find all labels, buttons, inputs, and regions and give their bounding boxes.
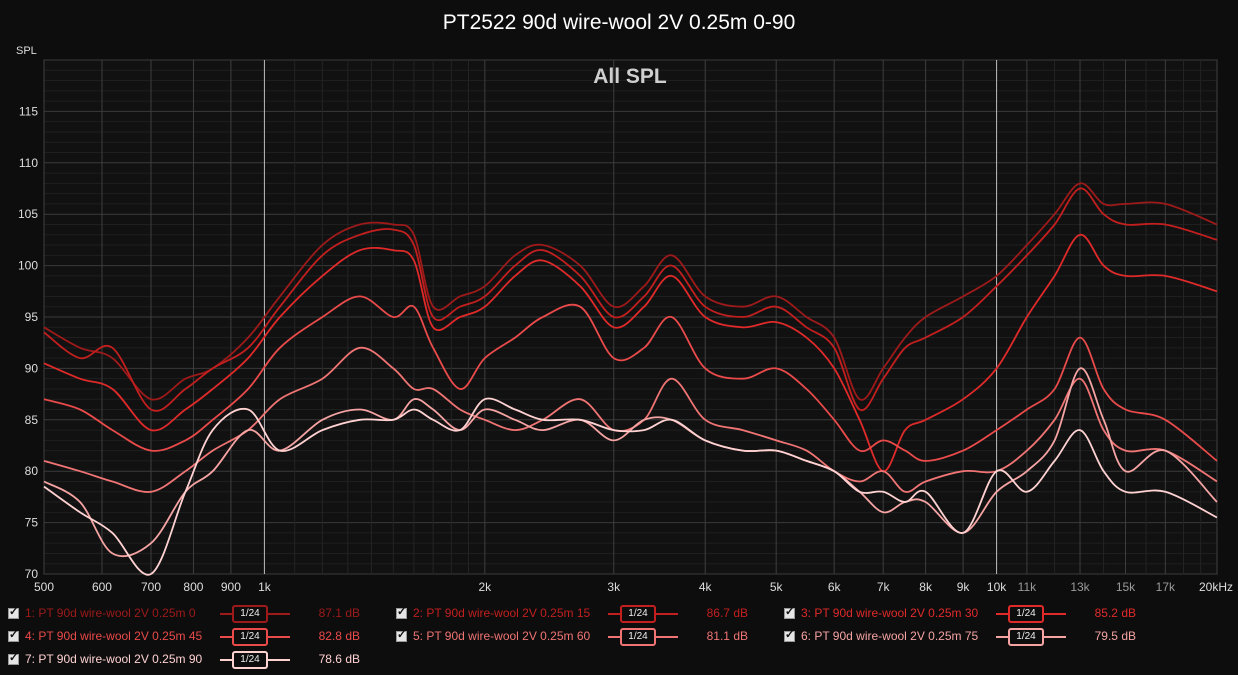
legend-line-sample: 1/24 xyxy=(220,605,290,623)
legend-level: 82.8 dB xyxy=(318,629,360,643)
smoothing-badge: 1/24 xyxy=(232,651,268,669)
legend-item-4: 4: PT 90d wire-wool 2V 0.25m 45 1/24 82.8 … xyxy=(8,626,360,646)
x-tick-label: 4k xyxy=(699,580,713,594)
x-tick-label: 5k xyxy=(770,580,784,594)
x-tick-label: 2k xyxy=(478,580,492,594)
legend-series-name: 5: PT 90d wire-wool 2V 0.25m 60 xyxy=(413,629,591,643)
legend-series-name: 6: PT 90d wire-wool 2V 0.25m 75 xyxy=(801,629,979,643)
x-tick-label: 500 xyxy=(34,580,54,594)
legend-item-2: 2: PT 90d wire-wool 2V 0.25m 15 1/24 86.7 … xyxy=(396,603,748,623)
spl-chart: PT2522 90d wire-wool 2V 0.25m 0-90 SPL 7… xyxy=(16,11,1233,594)
x-tick-label: 7k xyxy=(877,580,891,594)
x-tick-label: 800 xyxy=(183,580,203,594)
y-tick-label: 110 xyxy=(19,156,38,170)
legend-checkbox[interactable] xyxy=(784,628,795,642)
y-tick-label: 70 xyxy=(25,567,39,581)
legend-line-sample: 1/24 xyxy=(220,628,290,646)
chart-subtitle: All SPL xyxy=(593,65,667,88)
legend-checkbox[interactable] xyxy=(8,651,19,665)
legend-level: 79.5 dB xyxy=(1094,629,1136,643)
legend-item-7: 7: PT 90d wire-wool 2V 0.25m 90 1/24 78.6 … xyxy=(8,649,360,669)
legend-checkbox[interactable] xyxy=(396,605,407,619)
legend-line-sample: 1/24 xyxy=(220,651,290,669)
legend-line-sample: 1/24 xyxy=(996,628,1066,646)
y-tick-label: 105 xyxy=(18,207,38,221)
y-tick-label: 80 xyxy=(25,464,39,478)
legend-level: 87.1 dB xyxy=(318,606,360,620)
x-tick-label: 10k xyxy=(987,580,1007,594)
x-tick-labels: 500 600 700 800 900 1k 2k 3k 4k 5k 6k 7k 8k 9k 10k 11k 1… xyxy=(34,580,1233,594)
legend-series-name: 3: PT 90d wire-wool 2V 0.25m 30 xyxy=(801,606,979,620)
x-tick-label: 1k xyxy=(258,580,272,594)
legend-series-name: 7: PT 90d wire-wool 2V 0.25m 90 xyxy=(25,652,203,666)
x-tick-label: 11k xyxy=(1018,580,1037,594)
legend-item-1: 1: PT 90d wire-wool 2V 0.25m 0 1/24 87.1 d… xyxy=(8,603,360,623)
smoothing-badge: 1/24 xyxy=(620,628,656,646)
x-tick-label: 17k xyxy=(1156,580,1176,594)
legend-checkbox[interactable] xyxy=(396,628,407,642)
series-line-4 xyxy=(43,295,1218,462)
legend-line-sample: 1/24 xyxy=(996,605,1066,623)
legend-level: 78.6 dB xyxy=(318,652,360,666)
y-tick-label: 75 xyxy=(25,516,39,530)
legend-series-name: 1: PT 90d wire-wool 2V 0.25m 0 xyxy=(25,606,196,620)
chart-title: PT2522 90d wire-wool 2V 0.25m 0-90 xyxy=(443,11,796,34)
legend-checkbox[interactable] xyxy=(8,628,19,642)
legend-line-sample: 1/24 xyxy=(608,605,678,623)
y-axis-label: SPL xyxy=(16,45,37,57)
x-tick-label: 13k xyxy=(1070,580,1090,594)
smoothing-badge: 1/24 xyxy=(1008,605,1044,623)
y-tick-label: 90 xyxy=(25,361,39,375)
x-tick-label: 20kHz xyxy=(1199,580,1233,594)
legend-level: 85.2 dB xyxy=(1094,606,1136,620)
legend-series-name: 4: PT 90d wire-wool 2V 0.25m 45 xyxy=(25,629,203,643)
smoothing-badge: 1/24 xyxy=(232,605,268,623)
legend-level: 86.7 dB xyxy=(706,606,748,620)
y-tick-label: 95 xyxy=(25,310,39,324)
legend-checkbox[interactable] xyxy=(784,605,795,619)
legend-checkbox[interactable] xyxy=(8,605,19,619)
x-tick-label: 600 xyxy=(92,580,112,594)
series-line-6 xyxy=(43,367,1218,558)
legend-item-6: 6: PT 90d wire-wool 2V 0.25m 75 1/24 79.5 … xyxy=(784,626,1136,646)
legend-series-name: 2: PT 90d wire-wool 2V 0.25m 15 xyxy=(413,606,591,620)
x-tick-label: 3k xyxy=(607,580,621,594)
series-line-1 xyxy=(43,182,1218,401)
smoothing-badge: 1/24 xyxy=(232,628,268,646)
legend-line-sample: 1/24 xyxy=(608,628,678,646)
legend: 1: PT 90d wire-wool 2V 0.25m 0 1/24 87.1 d… xyxy=(0,600,1238,675)
legend-item-5: 5: PT 90d wire-wool 2V 0.25m 60 1/24 81.1 … xyxy=(396,626,748,646)
series-line-7 xyxy=(43,397,1218,576)
y-tick-label: 115 xyxy=(19,104,38,118)
x-tick-label: 15k xyxy=(1116,580,1136,594)
x-tick-label: 9k xyxy=(957,580,971,594)
legend-level: 81.1 dB xyxy=(706,629,748,643)
y-tick-label: 85 xyxy=(25,413,39,427)
smoothing-badge: 1/24 xyxy=(620,605,656,623)
x-tick-label: 700 xyxy=(141,580,161,594)
y-tick-label: 100 xyxy=(18,259,38,273)
grid-lines xyxy=(43,59,1218,575)
series-line-2 xyxy=(43,187,1218,412)
y-tick-labels: 70 75 80 85 90 95 100 105 110 115 xyxy=(18,104,38,581)
smoothing-badge: 1/24 xyxy=(1008,628,1044,646)
x-tick-label: 900 xyxy=(221,580,241,594)
series-lines xyxy=(43,182,1218,576)
series-line-3 xyxy=(43,233,1218,473)
x-tick-label: 8k xyxy=(919,580,933,594)
legend-item-3: 3: PT 90d wire-wool 2V 0.25m 30 1/24 85.2 … xyxy=(784,603,1136,623)
x-tick-label: 6k xyxy=(828,580,842,594)
